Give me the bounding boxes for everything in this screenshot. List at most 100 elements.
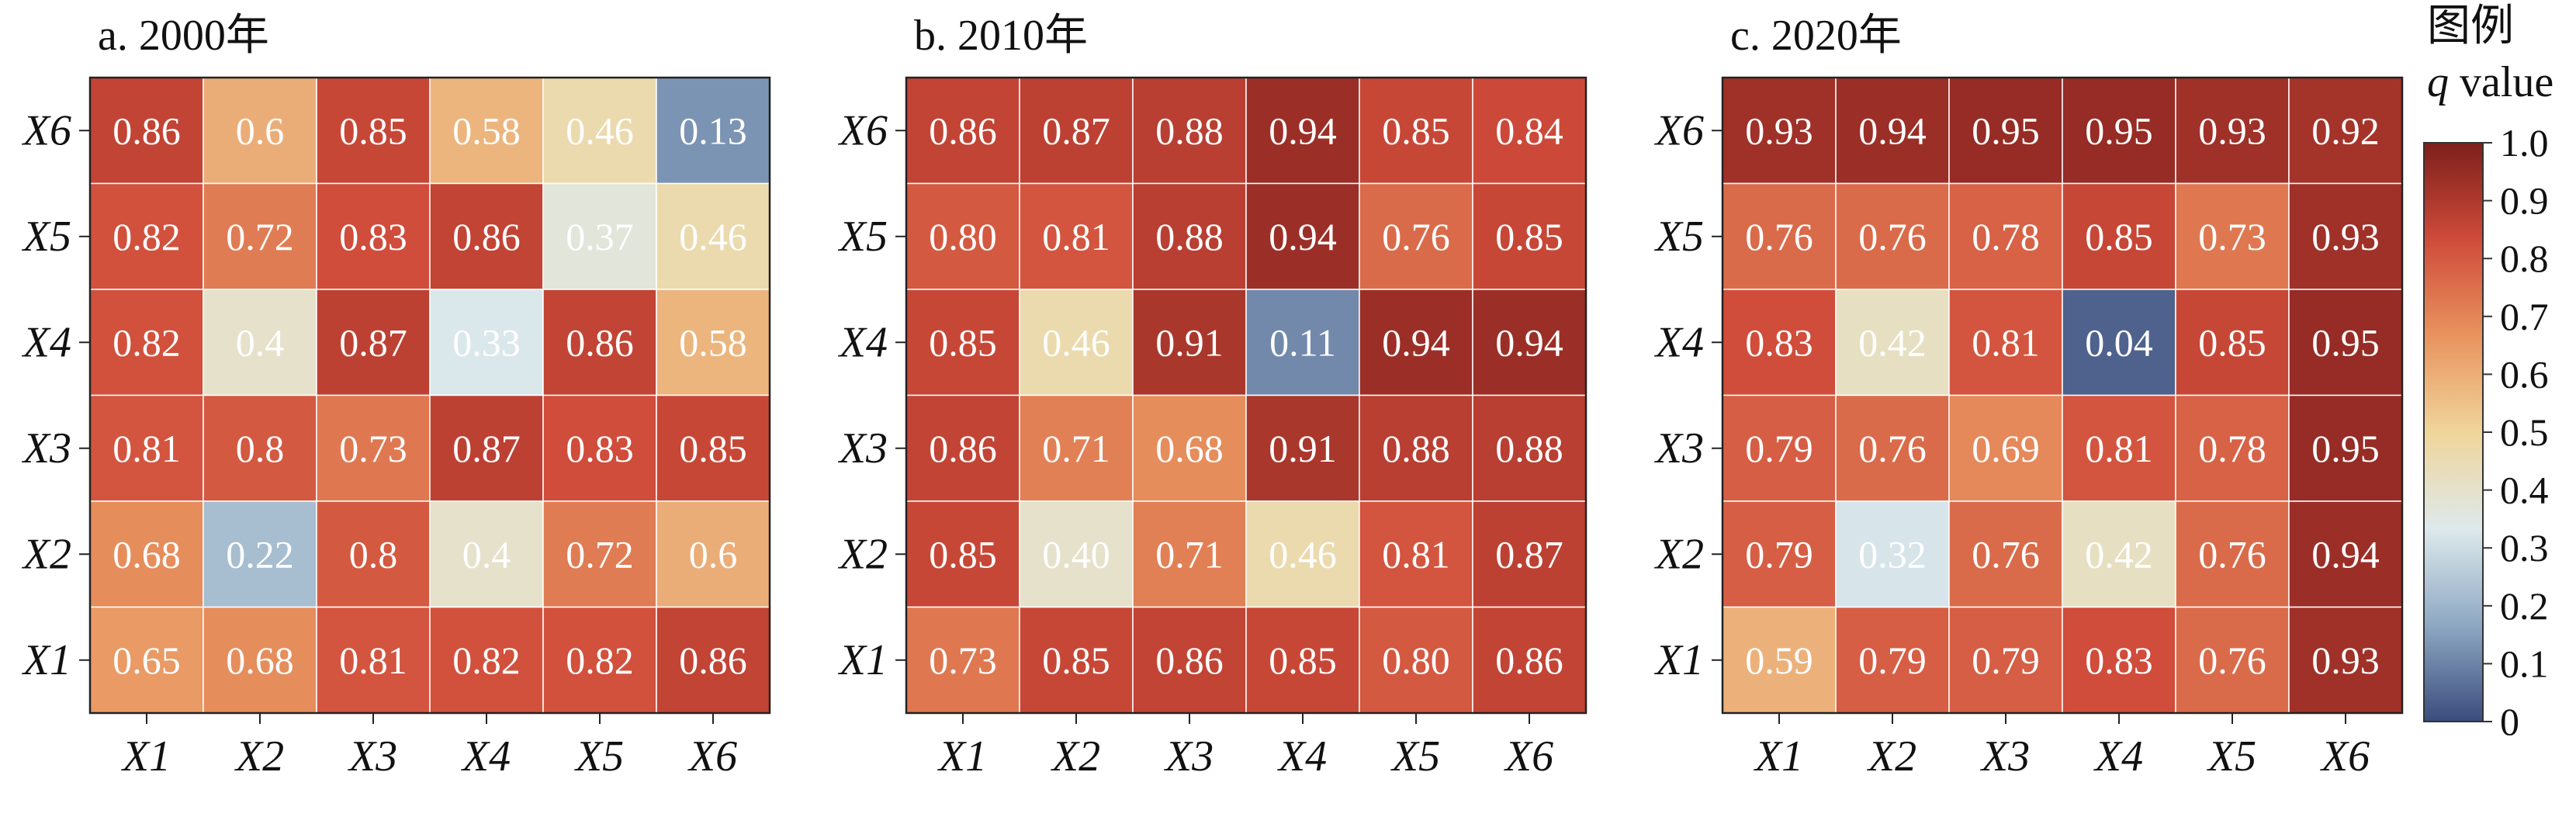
cell-value-label: 0.6 [236, 109, 285, 152]
heatmap-cell [89, 77, 204, 185]
cell-value-label: 0.91 [1155, 320, 1224, 364]
cell-value-label: 0.71 [1155, 532, 1224, 576]
x-tick-label: X3 [1980, 732, 2030, 781]
heatmap-cell [2175, 182, 2290, 290]
cell-value-label: 0.82 [452, 639, 521, 682]
cell-value-label: 0.40 [1042, 532, 1110, 576]
cell-value-label: 0.69 [1972, 427, 2040, 470]
heatmap-cell [542, 606, 657, 714]
cell-value-label: 0.95 [1972, 109, 2040, 152]
cell-value-label: 0.42 [2085, 532, 2153, 576]
cell-value-label: 0.80 [1382, 639, 1450, 682]
heatmap-cell [1019, 182, 1134, 290]
colorbar-tick-label: 0.7 [2500, 295, 2549, 338]
cell-value-label: 0.85 [929, 320, 997, 364]
heatmap-cell [1948, 606, 2063, 714]
cell-value-label: 0.86 [566, 320, 634, 364]
cell-value-label: 0.93 [2198, 109, 2266, 152]
heatmap-cell [316, 289, 431, 396]
heatmap-cell [2175, 77, 2290, 185]
cell-value-label: 0.85 [1495, 215, 1563, 258]
heatmap-cell [2288, 289, 2403, 396]
heatmap-cell [2288, 394, 2403, 502]
y-tick-label: X6 [838, 106, 888, 154]
heatmap-cell [2062, 289, 2176, 396]
cell-value-label: 0.93 [2311, 215, 2380, 258]
y-tick-label: X3 [838, 424, 888, 473]
heatmap-cell [1835, 606, 1950, 714]
cell-value-label: 0.87 [1495, 532, 1563, 576]
cell-value-label: 0.94 [1858, 109, 1927, 152]
heatmap-cell [905, 394, 1020, 502]
heatmap-cell [1835, 500, 1950, 608]
heatmap-cell [429, 182, 544, 290]
cell-value-label: 0.04 [2085, 320, 2153, 364]
colorbar-tick-label: 0.4 [2500, 469, 2549, 512]
cell-value-label: 0.79 [1972, 639, 2040, 682]
cell-value-label: 0.78 [2198, 427, 2266, 470]
cell-value-label: 0.94 [1382, 320, 1450, 364]
cell-value-label: 0.32 [1858, 532, 1927, 576]
cell-value-label: 0.88 [1155, 109, 1224, 152]
x-tick-label: X6 [687, 732, 737, 781]
cell-value-label: 0.76 [1972, 532, 2040, 576]
heatmap-cell [1722, 289, 1837, 396]
y-tick-label: X2 [1654, 530, 1704, 578]
heatmap-cell [1019, 289, 1134, 396]
panel-frame [1721, 76, 2404, 715]
cell-value-label: 0.73 [339, 427, 407, 470]
cell-value-label: 0.95 [2311, 427, 2380, 470]
heatmap-cell [2062, 606, 2176, 714]
panel-title: c. 2020年 [1730, 12, 1902, 60]
heatmap-cell [2288, 500, 2403, 608]
heatmap-cell [1948, 500, 2063, 608]
heatmap-cell [542, 77, 657, 185]
legend-title-value: value [2449, 58, 2553, 106]
x-tick-label: X5 [574, 732, 624, 781]
y-tick-label: X4 [1654, 318, 1704, 366]
cell-value-label: 0.93 [1745, 109, 1813, 152]
cell-value-label: 0.4 [462, 532, 511, 576]
cell-value-label: 0.68 [226, 639, 294, 682]
cell-value-label: 0.94 [1269, 215, 1337, 258]
y-tick-label: X6 [1654, 106, 1704, 154]
cell-value-label: 0.76 [1858, 215, 1927, 258]
heatmap-cell [1472, 394, 1587, 502]
x-tick-label: X5 [2207, 732, 2256, 781]
x-tick-label: X4 [2093, 732, 2143, 781]
y-tick-label: X3 [1654, 424, 1704, 473]
cell-value-label: 0.81 [339, 639, 407, 682]
heatmap-cell [429, 289, 544, 396]
colorbar-legend: 图例 q value 0 0.1 0.2 0.3 0.4 0.5 0.6 0.7 0.8 0.9 1… [2423, 2, 2553, 743]
cell-value-label: 0.76 [2198, 532, 2266, 576]
heatmap-cell [656, 77, 770, 185]
cell-value-label: 0.95 [2311, 320, 2380, 364]
cell-value-label: 0.81 [1382, 532, 1450, 576]
legend-title-line1: 图例 [2427, 2, 2514, 50]
legend-title-line2: q value [2427, 58, 2553, 106]
panel-frame [88, 76, 771, 715]
y-tick-label: X6 [22, 106, 71, 154]
heatmap-cell [1132, 394, 1247, 502]
x-tick-label: X2 [1051, 732, 1100, 781]
cell-value-label: 0.86 [929, 109, 997, 152]
x-tick-label: X4 [461, 732, 511, 781]
y-tick-label: X5 [22, 213, 71, 261]
cell-value-label: 0.93 [2311, 639, 2380, 682]
heatmap-cell [1132, 500, 1247, 608]
cell-value-label: 0.88 [1382, 427, 1450, 470]
heatmap-cell [1245, 289, 1360, 396]
cell-value-label: 0.81 [2085, 427, 2153, 470]
heatmap-panel: b. 2010年 0.86 0.87 0.88 0.94 0.85 0.84 0.80 0.81… [838, 12, 1587, 781]
heatmap-cell [1245, 500, 1360, 608]
colorbar-tick-label: 0.6 [2500, 352, 2549, 396]
heatmap-cell [316, 394, 431, 502]
colorbar-tick-label: 1.0 [2500, 121, 2549, 164]
cell-value-label: 0.13 [679, 109, 747, 152]
heatmap-cell [429, 500, 544, 608]
colorbar-tick-label: 0.9 [2500, 179, 2549, 223]
cell-value-label: 0.86 [1155, 639, 1224, 682]
cell-value-label: 0.76 [2198, 639, 2266, 682]
heatmap-cell [1835, 289, 1950, 396]
cell-value-label: 0.88 [1495, 427, 1563, 470]
